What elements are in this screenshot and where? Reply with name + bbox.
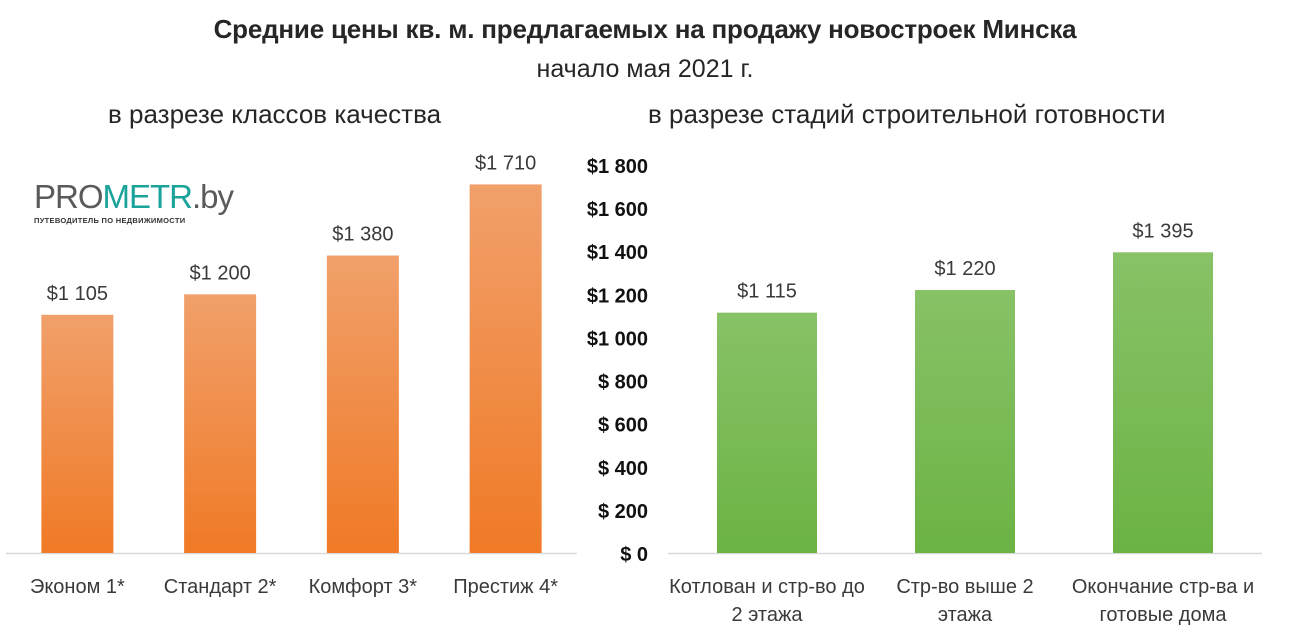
logo-tagline: ПУТЕВОДИТЕЛЬ ПО НЕДВИЖИМОСТИ [34, 216, 186, 225]
data-label: $1 115 [737, 281, 797, 303]
chart-subtitle: начало мая 2021 г. [536, 55, 754, 83]
y-tick-label: $1 800 [587, 156, 648, 178]
logo-pro: PRO [34, 178, 104, 215]
category-label: Эконом 1* [30, 576, 125, 598]
logo-by: .by [192, 178, 234, 215]
bar [717, 312, 817, 553]
y-tick-label: $ 0 [620, 544, 648, 566]
category-label: Стандарт 2* [164, 576, 277, 598]
category-label: готовые дома [1100, 604, 1228, 626]
right-chart-title: в разрезе стадий строительной готовности [648, 99, 1166, 129]
bar [184, 294, 257, 553]
bar [1113, 252, 1213, 554]
bar [915, 290, 1015, 553]
left-chart-title: в разрезе классов качества [108, 99, 442, 129]
logo-metr: METR [102, 178, 193, 215]
prometr-logo: PROMETR.by ПУТЕВОДИТЕЛЬ ПО НЕДВИЖИМОСТИ [34, 178, 234, 240]
y-tick-label: $ 600 [598, 415, 648, 437]
y-tick-label: $ 400 [598, 458, 648, 480]
data-label: $1 220 [934, 258, 995, 280]
category-label: Престиж 4* [453, 576, 558, 598]
y-tick-label: $1 400 [587, 242, 648, 264]
y-tick-label: $ 200 [598, 501, 648, 523]
bar [326, 255, 399, 554]
y-tick-label: $1 000 [587, 328, 648, 350]
bar [469, 184, 542, 553]
data-label: $1 395 [1132, 220, 1193, 242]
category-label: Комфорт 3* [309, 576, 418, 598]
data-label: $1 200 [190, 262, 251, 284]
left-bar-chart: $1 105 Эконом 1* $1 200 Стандарт 2* $1 380 Ко… [6, 152, 577, 598]
right-bar-chart: $1 115 Котлован и стр-во до 2 этажа $1 220 С… [587, 156, 1262, 626]
category-label: Котлован и стр-во до [669, 576, 865, 598]
data-label: $1 105 [47, 283, 108, 305]
chart-title: Средние цены кв. м. предлагаемых на прод… [213, 14, 1077, 44]
bar [41, 314, 114, 553]
y-tick-label: $1 600 [587, 199, 648, 221]
category-label: Окончание стр-ва и [1072, 576, 1254, 598]
y-tick-label: $1 200 [587, 285, 648, 307]
category-label: этажа [938, 604, 993, 626]
data-label: $1 710 [475, 152, 536, 174]
logo-wordmark: PROMETR.by [34, 178, 234, 215]
category-label: 2 этажа [731, 604, 803, 626]
category-label: Стр-во выше 2 [896, 576, 1033, 598]
data-label: $1 380 [332, 224, 393, 246]
y-tick-label: $ 800 [598, 372, 648, 394]
